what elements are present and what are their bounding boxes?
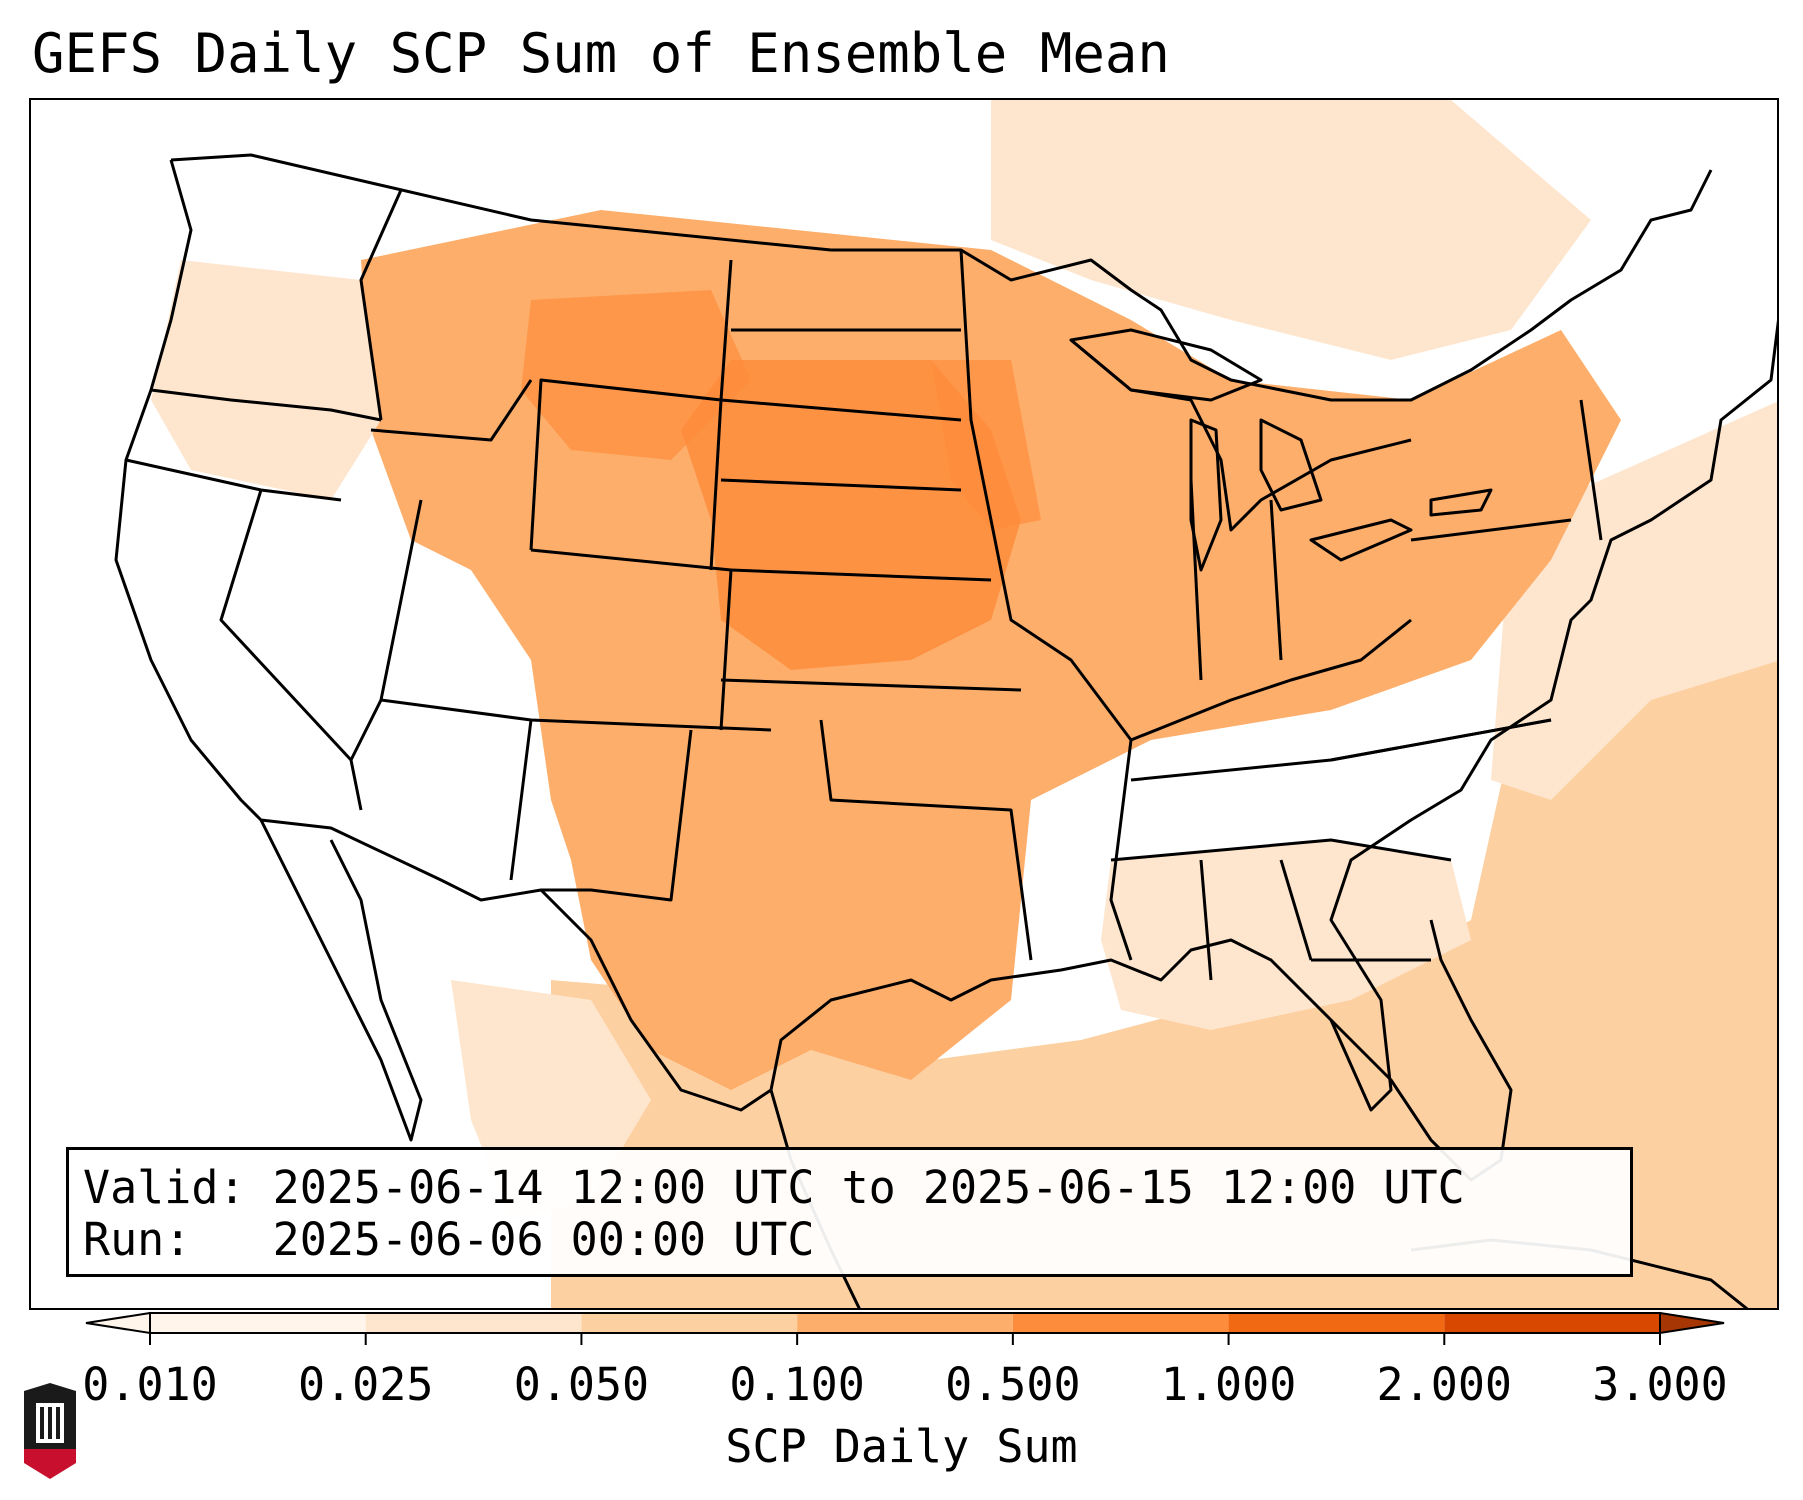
scp-region-north-light xyxy=(991,100,1591,360)
colorbar-segment xyxy=(797,1313,1013,1333)
border-ks-ok xyxy=(720,678,1022,692)
colorbar-extend-high xyxy=(1659,1311,1725,1335)
border-mississippi xyxy=(959,249,1133,961)
scp-region-northwest-light xyxy=(151,260,381,500)
scp-region-minnesota xyxy=(931,360,1041,530)
colorbar-tick-label: 0.100 xyxy=(729,1358,865,1411)
map-boundaries xyxy=(114,153,1777,1308)
lake-ontario xyxy=(1429,488,1493,517)
border-south xyxy=(1110,838,1452,862)
colorbar-tick-label: 0.050 xyxy=(513,1358,650,1411)
border-in-oh xyxy=(1269,499,1283,661)
us-outline xyxy=(114,159,1777,1112)
colorbar-tick-label: 3.000 xyxy=(1592,1358,1728,1411)
colorbar-segment xyxy=(1012,1313,1229,1333)
border-nm-tx xyxy=(541,729,693,902)
baja-coast xyxy=(259,819,423,1142)
colorbar-label: SCP Daily Sum xyxy=(725,1420,1078,1473)
border-mt-south xyxy=(370,379,533,442)
border-ny-ne xyxy=(1579,399,1603,541)
lake-erie xyxy=(1309,518,1413,562)
border-al-ga xyxy=(1279,859,1313,961)
border-ohio-river xyxy=(1130,618,1412,742)
valid-run-info-box: Valid: 2025-06-14 12:00 UTC to 2025-06-1… xyxy=(66,1147,1633,1277)
border-wy xyxy=(529,378,723,571)
border-ms-al xyxy=(1199,859,1213,981)
border-dakotas xyxy=(719,259,962,422)
border-ok-tx xyxy=(819,719,1033,961)
scp-region-southeast-light xyxy=(1101,840,1471,1030)
colorbar-segment xyxy=(1228,1313,1445,1333)
colorbar xyxy=(85,1311,1725,1345)
scp-region-gulf-atlantic xyxy=(551,581,1777,1308)
scp-region-plains-core xyxy=(681,360,1021,670)
scp-field xyxy=(31,100,1777,1308)
colorbar-tick-label: 0.025 xyxy=(297,1358,434,1411)
border-az-nm xyxy=(509,719,533,881)
scp-region-montana xyxy=(521,290,751,460)
border-il-in xyxy=(1189,479,1203,681)
colorbar-tick-label: 2.000 xyxy=(1376,1358,1513,1411)
run-time-line: Run: 2025-06-06 00:00 UTC xyxy=(83,1213,815,1266)
colorbar-tick-label: 1.000 xyxy=(1160,1358,1297,1411)
lake-superior xyxy=(1069,328,1263,402)
border-sd-ne xyxy=(720,478,962,492)
colorbar-tick-label: 0.500 xyxy=(945,1358,1081,1411)
border-va-nc xyxy=(1330,718,1552,762)
map-panel[interactable] xyxy=(29,98,1779,1310)
border-pa-ny xyxy=(1410,518,1572,542)
colorbar-segment xyxy=(150,1313,366,1333)
colorbar-tick-label: 0.010 xyxy=(82,1358,218,1411)
colorbar-segment xyxy=(365,1313,582,1333)
map-title: GEFS Daily SCP Sum of Ensemble Mean xyxy=(32,22,1170,85)
valid-time-line: Valid: 2025-06-14 12:00 UTC to 2025-06-1… xyxy=(83,1161,1465,1214)
lake-michigan xyxy=(1189,418,1223,572)
colorbar-segment xyxy=(581,1313,798,1333)
colorbar-segment xyxy=(1444,1313,1660,1333)
canada-border xyxy=(170,153,1713,402)
niu-logo xyxy=(24,1383,76,1479)
colorbar-outline xyxy=(149,1312,1661,1334)
border-id-west xyxy=(359,189,403,421)
lake-huron xyxy=(1259,418,1323,512)
border-ca-nv xyxy=(219,489,363,811)
colorbar-extend-low xyxy=(85,1311,151,1335)
map-svg xyxy=(31,100,1777,1308)
border-ne-ks xyxy=(730,568,992,582)
border-wa-or xyxy=(150,388,382,422)
